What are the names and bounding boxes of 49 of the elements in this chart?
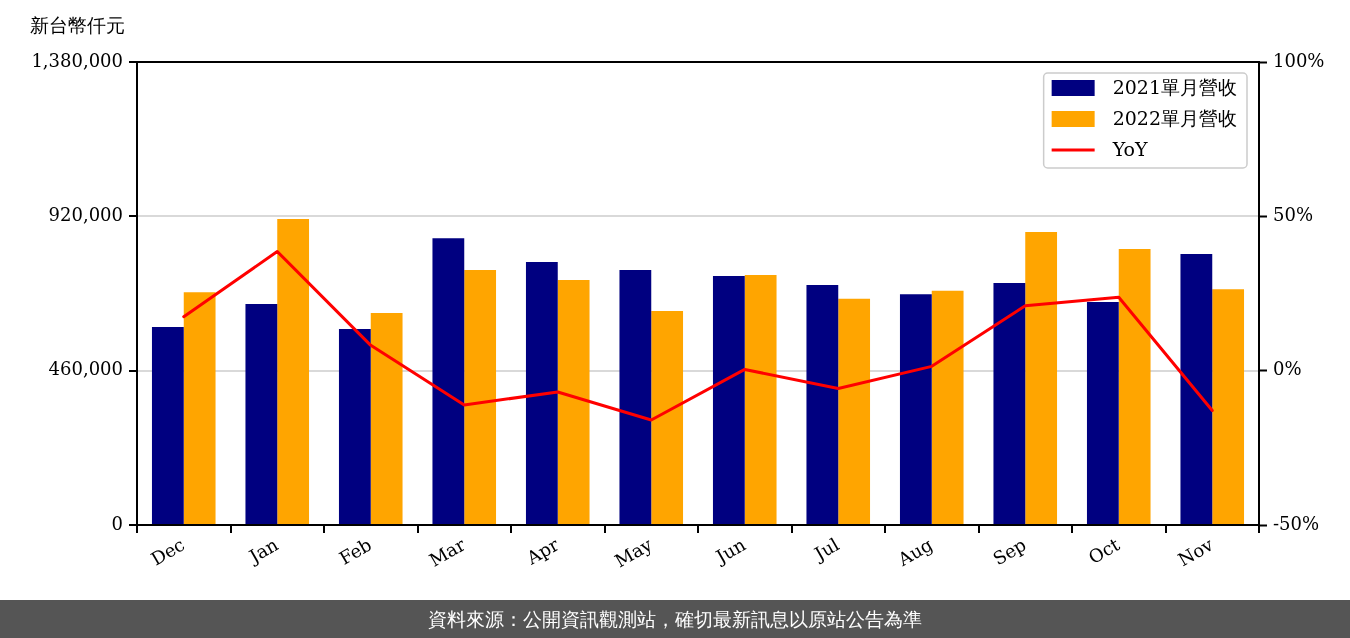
- bar: [806, 285, 839, 524]
- x-tick-label: Aug: [893, 533, 937, 571]
- x-tick-label: Jan: [243, 533, 282, 568]
- bar: [277, 219, 310, 524]
- bar: [651, 310, 684, 524]
- bar: [993, 283, 1026, 524]
- x-tick-label: Apr: [522, 533, 563, 569]
- bar: [183, 292, 216, 524]
- bar: [1086, 301, 1119, 524]
- bar: [525, 261, 558, 524]
- y-tick-label: 460,000: [48, 358, 123, 380]
- bar: [370, 312, 403, 524]
- x-tick-label: Nov: [1174, 533, 1218, 571]
- legend-label: YoY: [1111, 137, 1148, 160]
- bar: [744, 275, 777, 524]
- bar: [464, 270, 497, 524]
- y2-tick-label: 0%: [1273, 358, 1302, 380]
- x-tick-label: Dec: [147, 533, 189, 570]
- legend-label: 2021單月營收: [1112, 75, 1238, 98]
- x-tick-label: Sep: [989, 533, 1030, 570]
- legend-label: 2022單月營收: [1112, 106, 1238, 129]
- bar: [712, 276, 745, 524]
- y-axis-title: 新台幣仟元: [30, 13, 125, 36]
- bar: [557, 280, 590, 524]
- x-tick-label: Mar: [425, 533, 469, 571]
- bar: [338, 329, 371, 524]
- y-tick-label: 920,000: [48, 204, 123, 226]
- bar: [432, 238, 465, 524]
- y-tick-label: 1,380,000: [31, 49, 123, 71]
- y2-tick-label: 100%: [1273, 49, 1325, 71]
- x-tick-label: Feb: [335, 533, 376, 569]
- source-note: 資料來源：公開資訊觀測站，確切最新訊息以原站公告為準: [428, 608, 922, 630]
- bar: [1212, 289, 1245, 524]
- bar: [838, 298, 871, 524]
- bar: [151, 327, 184, 524]
- bar: [245, 303, 278, 524]
- bar: [1180, 253, 1213, 524]
- x-tick-label: Oct: [1084, 533, 1124, 568]
- y2-tick-label: -50%: [1273, 512, 1320, 534]
- x-tick-label: Jun: [710, 533, 750, 569]
- x-tick-label: May: [611, 533, 657, 572]
- bar: [619, 270, 652, 524]
- bar: [899, 294, 932, 524]
- x-tick-label: Jul: [809, 533, 843, 566]
- bar: [931, 290, 964, 524]
- bar: [1118, 248, 1151, 524]
- bar: [1025, 232, 1058, 524]
- y2-tick-label: 50%: [1273, 204, 1314, 226]
- y-tick-label: 0: [111, 512, 123, 534]
